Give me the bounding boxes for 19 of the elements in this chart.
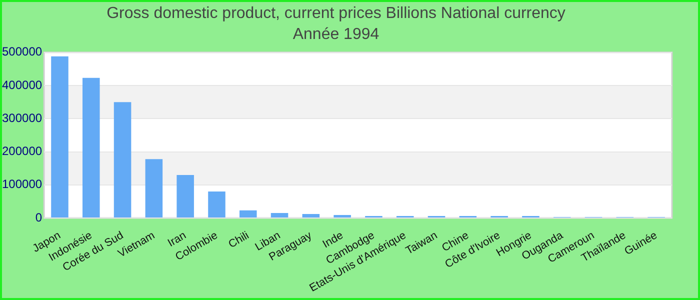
y-tick-label: 400000: [2, 78, 42, 92]
chart-subtitle: Année 1994: [292, 26, 380, 44]
bar: [51, 56, 68, 218]
chart-title: Gross domestic product, current prices Billions National currency: [106, 5, 566, 22]
bar: [239, 210, 257, 218]
bar: [208, 192, 226, 218]
y-tick-label: 0: [35, 210, 42, 224]
y-tick-label: 500000: [2, 44, 42, 59]
bar: [176, 174, 194, 218]
y-tick-label: 200000: [2, 144, 42, 158]
bar: [114, 102, 132, 218]
y-tick-label: 100000: [2, 177, 42, 192]
x-tick-label: Chili: [226, 230, 252, 251]
bar: [334, 215, 351, 218]
bar: [270, 213, 288, 218]
y-tick-label: 300000: [2, 110, 42, 125]
bar: [82, 78, 100, 218]
bar: [145, 159, 163, 218]
bar: [302, 214, 320, 218]
